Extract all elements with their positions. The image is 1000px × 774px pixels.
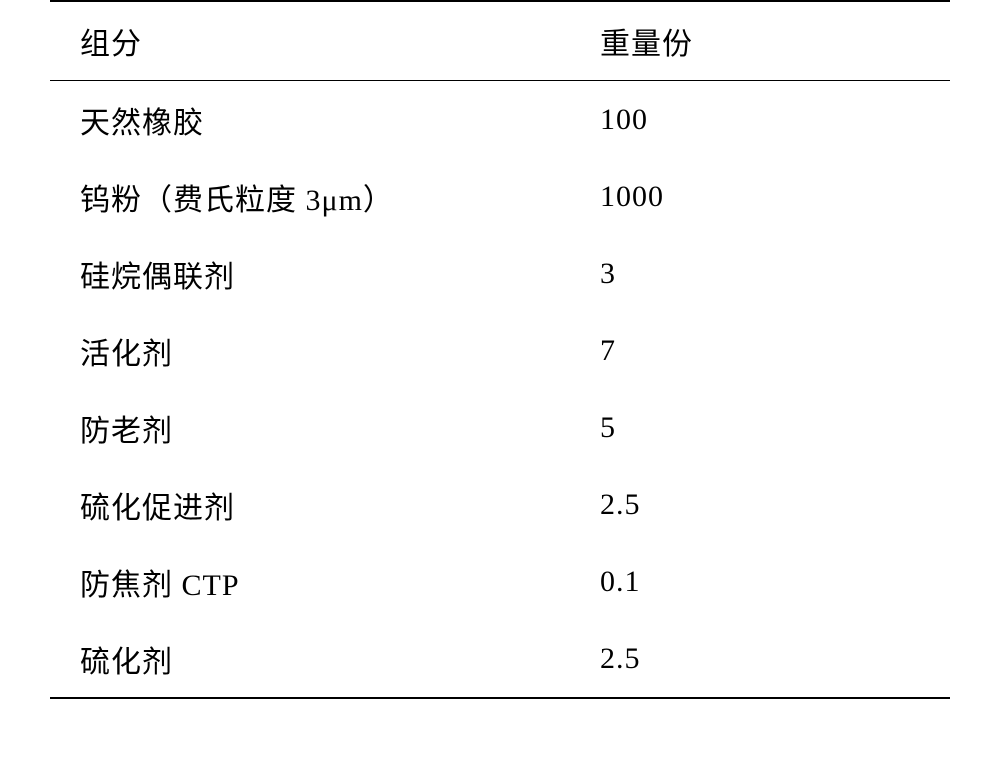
- cell-component: 天然橡胶: [80, 98, 600, 142]
- cell-component: 活化剂: [80, 329, 600, 373]
- table-row: 防老剂 5: [50, 389, 950, 466]
- table-row: 钨粉（费氏粒度 3μm） 1000: [50, 158, 950, 235]
- composition-table: 组分 重量份 天然橡胶 100 钨粉（费氏粒度 3μm） 1000 硅烷偶联剂 …: [0, 0, 1000, 774]
- cell-component: 防老剂: [80, 406, 600, 450]
- cell-weight: 7: [600, 334, 950, 368]
- cell-component: 硫化促进剂: [80, 483, 600, 527]
- header-weight: 重量份: [600, 19, 950, 63]
- table-row: 天然橡胶 100: [50, 81, 950, 158]
- cell-weight: 2.5: [600, 488, 950, 522]
- header-component: 组分: [80, 19, 600, 63]
- cell-weight: 5: [600, 411, 950, 445]
- table-row: 硅烷偶联剂 3: [50, 235, 950, 312]
- cell-weight: 100: [600, 103, 950, 137]
- cell-weight: 0.1: [600, 565, 950, 599]
- cell-component: 硫化剂: [80, 637, 600, 681]
- cell-weight: 3: [600, 257, 950, 291]
- table-row: 硫化促进剂 2.5: [50, 466, 950, 543]
- cell-weight: 1000: [600, 180, 950, 214]
- table-row: 硫化剂 2.5: [50, 620, 950, 699]
- cell-component: 防焦剂 CTP: [80, 560, 600, 604]
- cell-weight: 2.5: [600, 642, 950, 676]
- cell-component: 钨粉（费氏粒度 3μm）: [80, 175, 600, 219]
- table-row: 防焦剂 CTP 0.1: [50, 543, 950, 620]
- cell-component: 硅烷偶联剂: [80, 252, 600, 296]
- table-row: 活化剂 7: [50, 312, 950, 389]
- table-header-row: 组分 重量份: [50, 0, 950, 81]
